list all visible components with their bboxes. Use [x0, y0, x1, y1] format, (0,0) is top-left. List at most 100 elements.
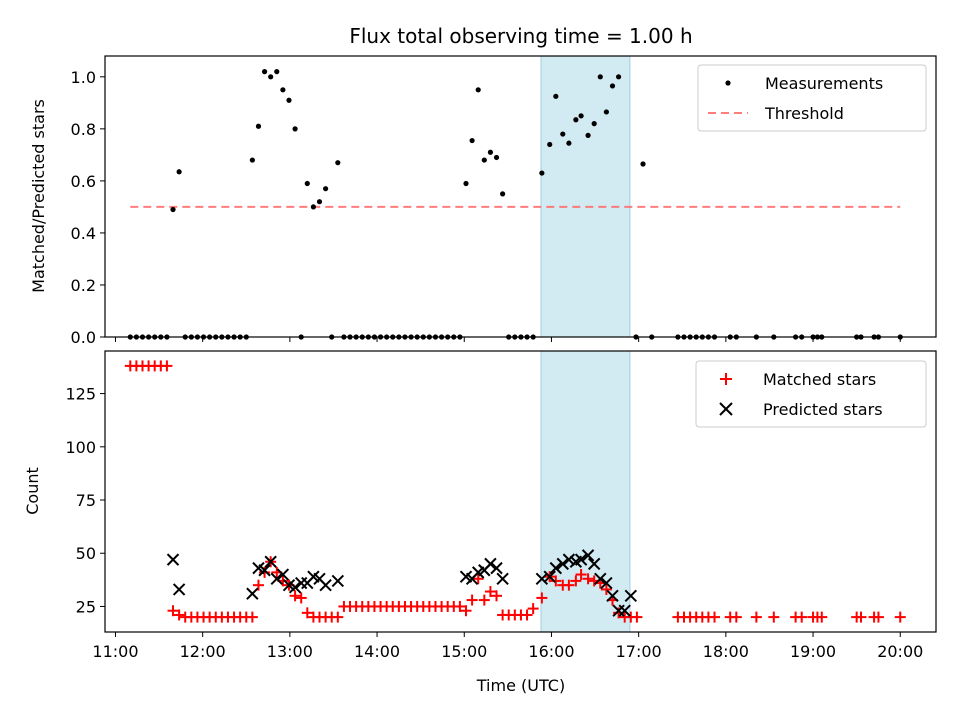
matched-star-point [816, 611, 828, 623]
measurement-point [286, 97, 292, 103]
matched-star-point [460, 605, 472, 617]
y-axis-label-top: Matched/Predicted stars [29, 99, 48, 293]
measurement-point [500, 191, 506, 197]
measurement-point [591, 121, 597, 127]
x-axis-label: Time (UTC) [476, 676, 565, 695]
measurement-point [640, 161, 646, 167]
predicted-star-point [246, 587, 259, 600]
legend-top: Measurements Threshold [697, 64, 927, 132]
matched-star-point [750, 611, 762, 623]
y-ticks-top: 0.0 0.2 0.4 0.6 0.8 1.0 [71, 68, 105, 347]
matched-star-point [768, 611, 780, 623]
matched-star-point [855, 611, 867, 623]
matched-star-point [491, 590, 503, 602]
measurement-point [304, 180, 310, 187]
legend-box-bottom [695, 360, 927, 428]
predicted-star-point [172, 583, 186, 596]
predicted-star-point [288, 581, 302, 594]
measurement-point [597, 74, 603, 80]
matched-star-point [563, 579, 575, 591]
axes-frame-bottom [104, 350, 937, 633]
y-bottom-tick-label: 125 [65, 385, 96, 404]
measurement-point [609, 83, 616, 89]
measurement-point [578, 113, 584, 119]
legend-marker-matched [720, 373, 732, 385]
predicted-star-point [624, 589, 638, 603]
y-top-tick-label: 1.0 [71, 68, 96, 87]
legend-label-predicted: Predicted stars [763, 400, 883, 419]
legend-box-top [697, 64, 927, 132]
measurement-point [539, 170, 545, 176]
predicted-star-point [276, 568, 290, 581]
predicted-star-point [484, 557, 497, 571]
legend-label-matched: Matched stars [763, 370, 876, 389]
highlight-span-bottom [540, 350, 631, 633]
measurement-point [176, 169, 182, 175]
measurement-point [335, 160, 341, 166]
x-tick-label: 17:00 [616, 642, 662, 661]
predicted-star-point [270, 572, 283, 585]
matched-star-point [570, 575, 582, 587]
y-bottom-tick-label: 25 [76, 597, 96, 616]
y-top-tick-label: 0.8 [71, 120, 96, 139]
measurement-point [566, 140, 572, 146]
highlight-span-top [540, 55, 631, 338]
measurement-point [547, 141, 553, 148]
predicted-star-point [166, 553, 180, 566]
predicted-star-point [594, 572, 607, 585]
predicted-star-point [535, 572, 549, 585]
y-top-tick-label: 0.6 [71, 172, 96, 191]
x-tick-label: 12:00 [180, 642, 226, 661]
measurement-point [603, 109, 609, 115]
matched-star-point [478, 594, 490, 606]
legend-marker-measurements [725, 80, 731, 86]
panel-count: 11:00 12:00 13:00 14:00 15:00 16:00 17:00 18:00… [23, 350, 937, 695]
y-bottom-tick-label: 50 [76, 544, 96, 563]
predicted-star-point [618, 604, 631, 617]
predicted-star-point [606, 589, 619, 603]
matched-star-point [894, 611, 906, 623]
measurement-point [615, 74, 622, 80]
matched-star-point [301, 607, 313, 619]
predicted-star-point [264, 555, 277, 568]
matched-star-point [600, 583, 612, 595]
predicted-star-point [294, 576, 308, 590]
matched-star-point [246, 611, 258, 623]
legend-label-threshold: Threshold [764, 104, 844, 123]
y-top-tick-label: 0.2 [71, 276, 96, 295]
x-ticks-bottom: 11:00 12:00 13:00 14:00 15:00 16:00 17:00 18:00… [92, 632, 923, 661]
y-ticks-bottom: 25 50 75 100 125 [65, 385, 105, 616]
legend-label-measurements: Measurements [765, 74, 883, 93]
matched-star-point [575, 569, 587, 581]
x-tick-label: 11:00 [92, 642, 138, 661]
y-top-tick-label: 0.0 [71, 328, 96, 347]
matched-star-point [466, 594, 478, 606]
measurement-point [487, 149, 494, 155]
x-tick-label: 16:00 [528, 642, 574, 661]
measurement-point [280, 87, 286, 93]
measurement-point [469, 137, 475, 144]
matched-star-point [295, 592, 307, 604]
legend-bottom: Matched stars Predicted stars [695, 360, 927, 428]
matched-star-point [259, 566, 271, 578]
predicted-star-point [562, 553, 576, 566]
predicted-star-point [587, 557, 601, 571]
predicted-star-point [549, 561, 563, 575]
measurement-point [292, 126, 298, 132]
matched-star-point [527, 603, 539, 615]
matched-star-point [289, 590, 301, 602]
matched-star-point [631, 611, 643, 623]
matched-star-point [173, 609, 185, 621]
matched-star-point [484, 586, 496, 598]
chart-title: Flux total observing time = 1.00 h [349, 24, 692, 48]
matched-star-point [709, 611, 721, 623]
measurement-point [463, 180, 469, 187]
x-tick-label: 14:00 [354, 642, 400, 661]
predicted-star-point [490, 561, 503, 575]
measurement-point [560, 131, 566, 137]
matched-star-point [167, 605, 179, 617]
matched-star-point [730, 611, 742, 623]
measurement-point [585, 132, 591, 138]
x-tick-label: 20:00 [877, 642, 923, 661]
measurement-point [323, 186, 329, 192]
